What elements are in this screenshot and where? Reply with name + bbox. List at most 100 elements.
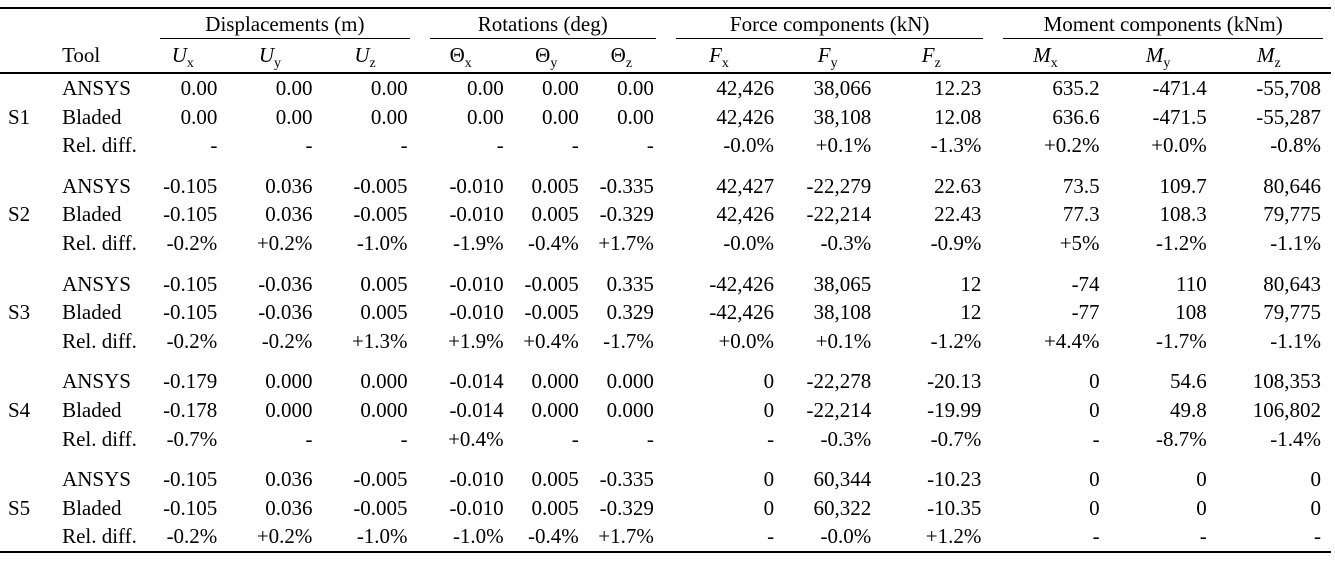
value-cell: 636.6 bbox=[1052, 104, 1100, 129]
value-cell: 0 bbox=[763, 495, 775, 520]
value-cell: -1.1% bbox=[1270, 230, 1321, 255]
value-cell: 0.00 bbox=[466, 76, 504, 100]
col-header-mx: Mx bbox=[991, 39, 1110, 74]
tool-cell: Bladed bbox=[62, 495, 122, 520]
col-header-thetay: Θy bbox=[513, 39, 589, 74]
tool-cell: ANSYS bbox=[62, 271, 131, 296]
value-cell: -1.9% bbox=[452, 230, 504, 255]
value-cell: - bbox=[1199, 524, 1207, 549]
tool-cell: Bladed bbox=[62, 300, 122, 325]
value-cell: -22,278 bbox=[806, 369, 872, 394]
value-cell: - bbox=[646, 426, 654, 451]
value-cell: - bbox=[1092, 426, 1100, 451]
tool-cell: Rel. diff. bbox=[62, 524, 137, 549]
value-cell: -0.179 bbox=[163, 369, 218, 394]
value-cell: -22,214 bbox=[806, 397, 872, 422]
value-cell: -1.7% bbox=[1155, 328, 1207, 353]
value-cell: +4.4% bbox=[1043, 328, 1100, 353]
value-cell: -0.8% bbox=[1270, 133, 1321, 158]
value-cell: -0.0% bbox=[820, 524, 872, 549]
value-cell: -0.4% bbox=[528, 230, 579, 255]
col-header-fy: Fy bbox=[784, 39, 882, 74]
table-row: S4 ANSYS -0.179 0.000 0.000 -0.014 0.000 0.000 0… bbox=[0, 355, 1331, 422]
value-cell: -1.7% bbox=[603, 328, 654, 353]
value-cell: 54.6 bbox=[1169, 369, 1207, 394]
value-cell: 0.005 bbox=[531, 495, 579, 520]
value-cell: -0.005 bbox=[353, 495, 408, 520]
value-cell: 77.3 bbox=[1062, 202, 1100, 227]
value-cell: -1.1% bbox=[1270, 328, 1321, 353]
value-cell: -8.7% bbox=[1155, 426, 1207, 451]
value-cell: 79,775 bbox=[1263, 202, 1321, 227]
value-cell: +0.2% bbox=[256, 230, 313, 255]
table-row: Bladed -0.105 0.036 -0.005 -0.010 0.005 -0.329… bbox=[0, 494, 1331, 523]
value-cell: 80,646 bbox=[1263, 173, 1321, 198]
value-cell: 108,353 bbox=[1252, 369, 1321, 394]
value-cell: -1.0% bbox=[356, 230, 408, 255]
value-cell: +0.1% bbox=[815, 133, 872, 158]
value-cell: 12 bbox=[960, 300, 982, 325]
value-cell: -55,708 bbox=[1256, 76, 1321, 100]
value-cell: 0 bbox=[1196, 495, 1207, 520]
group-displacements: Displacements (m) bbox=[148, 7, 418, 39]
value-cell: -0.7% bbox=[166, 426, 218, 451]
value-cell: 0.005 bbox=[531, 202, 579, 227]
value-cell: -0.105 bbox=[163, 467, 218, 492]
value-cell: 22.63 bbox=[934, 173, 982, 198]
value-cell: - bbox=[1092, 524, 1100, 549]
col-header-fx: Fx bbox=[663, 39, 785, 74]
value-cell: 635.2 bbox=[1052, 76, 1100, 100]
value-cell: +0.0% bbox=[718, 328, 775, 353]
table-row: S3 ANSYS -0.105 -0.036 0.005 -0.010 -0.005 0.33… bbox=[0, 258, 1331, 325]
table-row: Rel. diff. -0.2% +0.2% -1.0% -1.0% -0.4% +1.7%… bbox=[0, 522, 1331, 552]
tool-cell: ANSYS bbox=[62, 369, 131, 394]
section-label: S1 bbox=[8, 104, 31, 129]
value-cell: +0.1% bbox=[815, 328, 872, 353]
value-cell: -20.13 bbox=[927, 369, 982, 394]
section-label: S2 bbox=[8, 202, 31, 227]
value-cell: -0.105 bbox=[163, 271, 218, 296]
value-cell: 60,344 bbox=[813, 467, 872, 492]
value-cell: 0 bbox=[1089, 397, 1100, 422]
value-cell: - bbox=[767, 426, 775, 451]
tool-cell: Rel. diff. bbox=[62, 230, 137, 255]
value-cell: 0 bbox=[763, 397, 775, 422]
section-s5: S5 ANSYS -0.105 0.036 -0.005 -0.010 0.005 -0.33… bbox=[0, 453, 1331, 552]
value-cell: -1.0% bbox=[452, 524, 504, 549]
col-header-uy: Uy bbox=[227, 39, 323, 74]
tool-cell: ANSYS bbox=[62, 173, 131, 198]
value-cell: 0.335 bbox=[606, 271, 654, 296]
value-cell: -0.335 bbox=[599, 467, 654, 492]
value-cell: 0 bbox=[1310, 467, 1322, 492]
value-cell: -0.010 bbox=[449, 495, 504, 520]
value-cell: 12.08 bbox=[934, 104, 982, 129]
value-cell: 0.000 bbox=[265, 369, 313, 394]
section-column-header bbox=[0, 39, 45, 74]
table-row: Rel. diff. - - - - - - -0.0% +0.1% -1.3% +0.2% +0.0… bbox=[0, 131, 1331, 160]
value-cell: - bbox=[767, 524, 775, 549]
value-cell: +0.4% bbox=[523, 328, 579, 353]
column-header-row: Tool Ux Uy Uz Θx Θy Θz Fx Fy Fz Mx My Mz bbox=[0, 39, 1331, 74]
value-cell: 0.00 bbox=[542, 76, 579, 100]
value-cell: 49.8 bbox=[1169, 397, 1207, 422]
value-cell: 0.00 bbox=[180, 76, 218, 100]
value-cell: 0.00 bbox=[370, 104, 408, 129]
corner-cell bbox=[0, 7, 149, 39]
value-cell: -1.4% bbox=[1270, 426, 1321, 451]
value-cell: 0.000 bbox=[606, 397, 654, 422]
tool-cell: Rel. diff. bbox=[62, 328, 137, 353]
value-cell: -471.5 bbox=[1152, 104, 1207, 129]
value-cell: -0.014 bbox=[449, 369, 504, 394]
value-cell: -22,214 bbox=[806, 202, 872, 227]
value-cell: 0 bbox=[763, 369, 775, 394]
value-cell: -0.9% bbox=[930, 230, 982, 255]
value-cell: -0.005 bbox=[524, 300, 579, 325]
value-cell: -1.3% bbox=[930, 133, 982, 158]
value-cell: -0.2% bbox=[166, 524, 218, 549]
value-cell: -42,426 bbox=[709, 271, 775, 296]
value-cell: -0.105 bbox=[163, 173, 218, 198]
tool-cell: Bladed bbox=[62, 202, 122, 227]
value-cell: -19.99 bbox=[927, 397, 982, 422]
value-cell: -0.005 bbox=[353, 202, 408, 227]
value-cell: 42,426 bbox=[716, 76, 775, 100]
